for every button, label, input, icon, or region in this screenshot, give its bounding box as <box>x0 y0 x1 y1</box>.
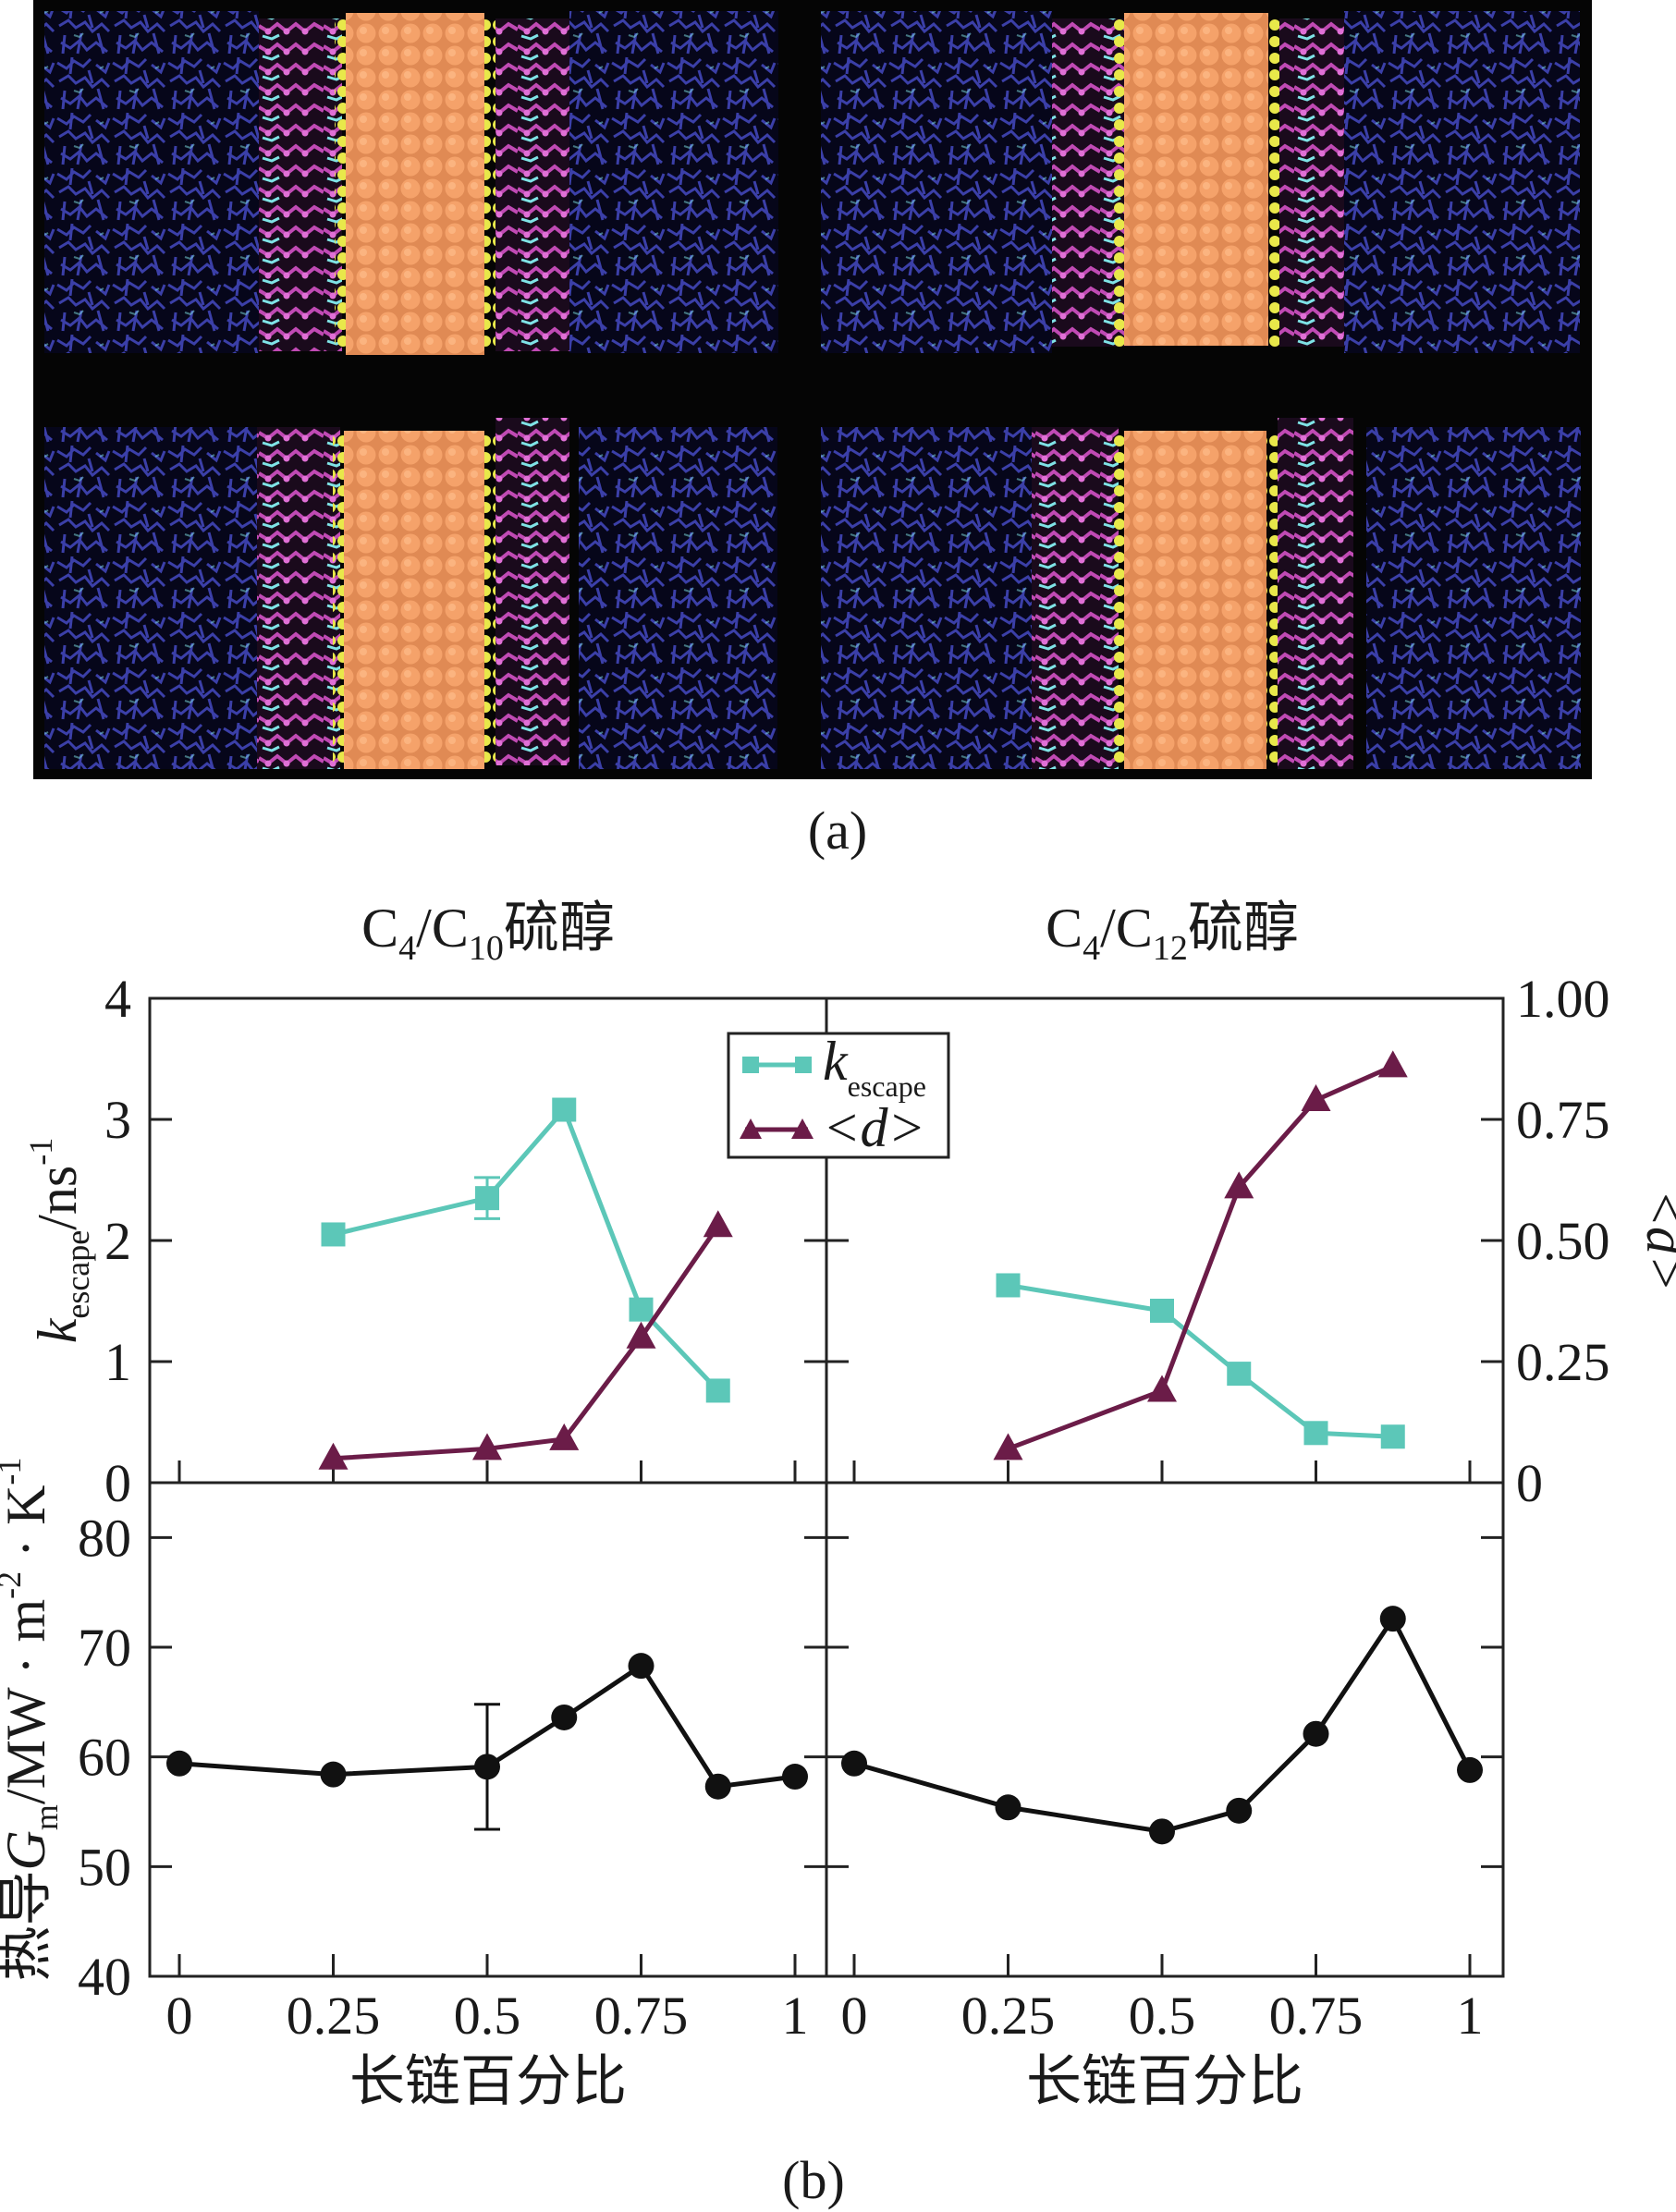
ylabel-right: <d> <box>1635 1190 1676 1292</box>
point-conductance <box>1226 1797 1253 1824</box>
series-line-k_escape <box>332 1105 720 1393</box>
ytick-label-right-top: 0 <box>1516 1453 1543 1513</box>
ytick-label-right-top: 0.50 <box>1516 1211 1610 1271</box>
point-k-escape <box>1380 1424 1405 1449</box>
ytick-label-right-top: 1.00 <box>1516 969 1610 1029</box>
point-conductance <box>1303 1720 1329 1747</box>
point-d <box>1377 1050 1408 1078</box>
point-d <box>703 1210 733 1238</box>
point-conductance <box>628 1653 654 1680</box>
ytick-label-left-top: 0 <box>104 1453 131 1513</box>
point-conductance <box>1149 1818 1175 1845</box>
md-snapshot-c4-c10-a <box>44 11 778 355</box>
series-line-k_escape <box>1008 1283 1393 1439</box>
ytick-label-left-bottom: 70 <box>78 1618 131 1678</box>
point-k-escape <box>1303 1421 1328 1446</box>
point-d <box>472 1433 502 1460</box>
series-line-d <box>333 1224 720 1461</box>
point-d <box>1147 1375 1177 1402</box>
title-left: C4/C10硫醇 <box>361 898 615 968</box>
point-k-escape <box>321 1222 346 1247</box>
point-conductance <box>166 1750 192 1777</box>
point-k-escape <box>475 1186 499 1211</box>
point-d <box>993 1433 1023 1460</box>
point-conductance <box>995 1794 1022 1821</box>
md-snapshot-c4-c10-b <box>44 418 777 769</box>
legend: kescape <d> <box>727 1031 950 1159</box>
panel-a-snapshots <box>33 0 1592 779</box>
ytick-label-right-top: 0.25 <box>1516 1332 1610 1392</box>
figure-label-a: (a) <box>808 800 867 861</box>
xlabel-right: 长链百分比 <box>1026 2051 1303 2112</box>
point-k-escape <box>629 1297 654 1322</box>
ytick-label-left-top: 3 <box>104 1090 131 1150</box>
xtick-label: 0.25 <box>287 1986 381 2046</box>
point-conductance <box>320 1761 347 1788</box>
ytick-label-left-top: 1 <box>104 1332 131 1392</box>
legend-k-label: kescape <box>823 1031 926 1103</box>
point-conductance <box>1379 1606 1406 1632</box>
point-conductance <box>782 1764 808 1790</box>
xtick-label: 0.5 <box>1129 1986 1196 2046</box>
xlabel-left: 长链百分比 <box>349 2051 627 2112</box>
point-k-escape <box>552 1097 577 1122</box>
xtick-label: 0 <box>841 1986 868 2046</box>
point-d <box>1301 1084 1331 1112</box>
xtick-label: 0.75 <box>594 1986 689 2046</box>
point-k-escape <box>1150 1298 1174 1323</box>
marks-layer <box>166 1050 1483 1845</box>
legend-box <box>727 1032 950 1159</box>
ytick-label-left-bottom: 40 <box>78 1947 131 2007</box>
point-k-escape <box>1227 1362 1252 1387</box>
xtick-label: 0.25 <box>961 1986 1056 2046</box>
series-line-d <box>1007 1064 1394 1451</box>
figure-label-b: (b) <box>782 2150 845 2210</box>
point-conductance <box>704 1773 731 1800</box>
point-conductance <box>841 1750 867 1777</box>
md-snapshot-c4-c12-b <box>821 418 1581 769</box>
xtick-label: 1 <box>1457 1986 1484 2046</box>
ytick-label-left-bottom: 50 <box>78 1837 131 1897</box>
ylabel-bottom: 热导Gm/MW · m-2 · K-1 <box>0 1458 65 1982</box>
ytick-label-left-bottom: 80 <box>78 1508 131 1568</box>
xtick-label: 1 <box>782 1986 809 2046</box>
legend-k-marker-2 <box>795 1057 812 1073</box>
point-d <box>1224 1171 1254 1199</box>
series-line-g_m <box>853 1614 1473 1834</box>
legend-k-marker <box>742 1057 759 1073</box>
point-d <box>549 1423 580 1450</box>
point-conductance <box>551 1704 578 1730</box>
legend-d-marker-2 <box>791 1118 814 1139</box>
point-k-escape <box>705 1378 730 1403</box>
legend-d-marker <box>740 1118 762 1139</box>
point-d <box>318 1442 349 1470</box>
point-d <box>626 1321 656 1349</box>
xtick-label: 0.75 <box>1269 1986 1364 2046</box>
point-conductance <box>474 1754 500 1780</box>
ytick-label-left-top: 2 <box>104 1211 131 1271</box>
ytick-label-left-bottom: 60 <box>78 1728 131 1788</box>
point-conductance <box>1457 1756 1483 1783</box>
point-k-escape <box>996 1273 1021 1298</box>
xtick-label: 0.5 <box>454 1986 521 2046</box>
ytick-label-right-top: 0.75 <box>1516 1090 1610 1150</box>
xtick-label: 0 <box>166 1986 193 2046</box>
legend-d-label: <d> <box>823 1097 925 1158</box>
title-right: C4/C12硫醇 <box>1046 898 1299 968</box>
ylabel-top: kescape/ns-1 <box>22 1138 96 1344</box>
md-snapshot-c4-c12-a <box>821 11 1580 353</box>
ytick-label-left-top: 4 <box>104 969 131 1029</box>
